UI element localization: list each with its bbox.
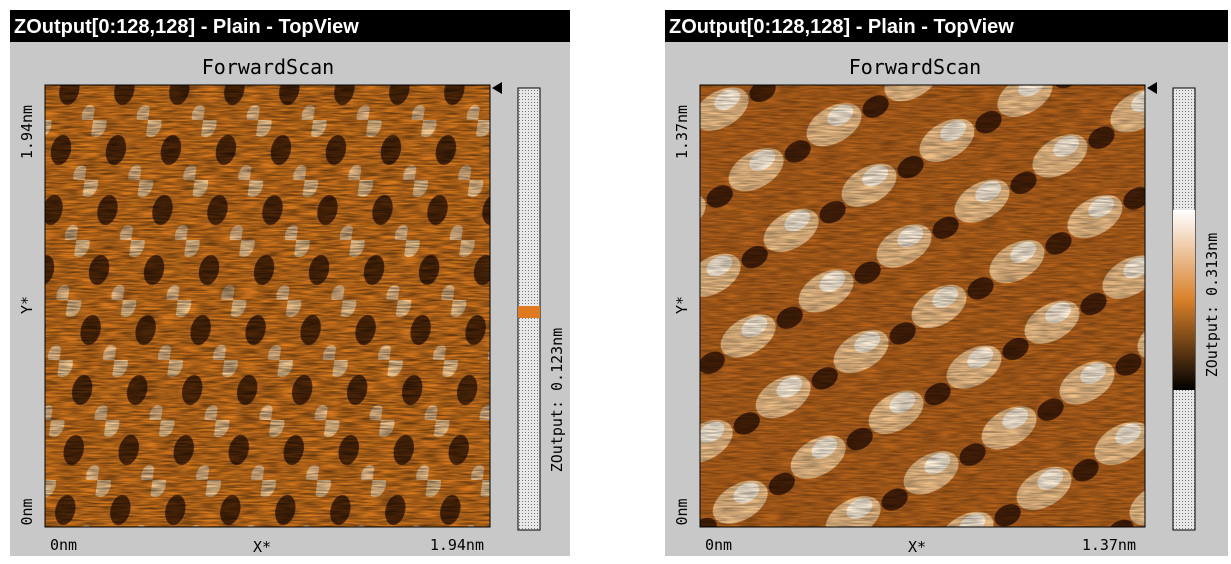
- y-bottom-label: 0nm: [673, 498, 691, 525]
- colorbar-range: [518, 306, 540, 318]
- x-right-label: 1.37nm: [1082, 536, 1136, 554]
- colorbar-label: ZOutput: 0.123nm: [548, 328, 566, 473]
- y-bottom-label: 0nm: [18, 498, 36, 525]
- y-top-label: 1.37nm: [673, 105, 691, 159]
- x-axis-label: X*: [253, 538, 271, 556]
- x-right-label: 1.94nm: [430, 536, 484, 554]
- window-left: ZOutput[0:128,128] - Plain - TopView For…: [10, 10, 570, 556]
- scan-label: ForwardScan: [849, 55, 981, 79]
- x-axis-label: X*: [908, 538, 926, 556]
- x-left-label: 0nm: [705, 536, 732, 554]
- y-top-label: 1.94nm: [18, 105, 36, 159]
- scan-label: ForwardScan: [202, 55, 334, 79]
- scan-noise: [700, 85, 1145, 527]
- window-title: ZOutput[0:128,128] - Plain - TopView: [14, 16, 359, 38]
- colorbar-label: ZOutput: 0.313nm: [1203, 233, 1221, 378]
- window-right: ZOutput[0:128,128] - Plain - TopView For…: [665, 10, 1228, 556]
- y-axis-label: Y*: [18, 296, 36, 314]
- screen: ZOutput[0:128,128] - Plain - TopView For…: [0, 0, 1231, 564]
- colorbar-range: [1173, 210, 1195, 390]
- x-left-label: 0nm: [50, 536, 77, 554]
- scan-noise: [45, 85, 490, 527]
- y-axis-label: Y*: [673, 296, 691, 314]
- window-title: ZOutput[0:128,128] - Plain - TopView: [669, 16, 1014, 38]
